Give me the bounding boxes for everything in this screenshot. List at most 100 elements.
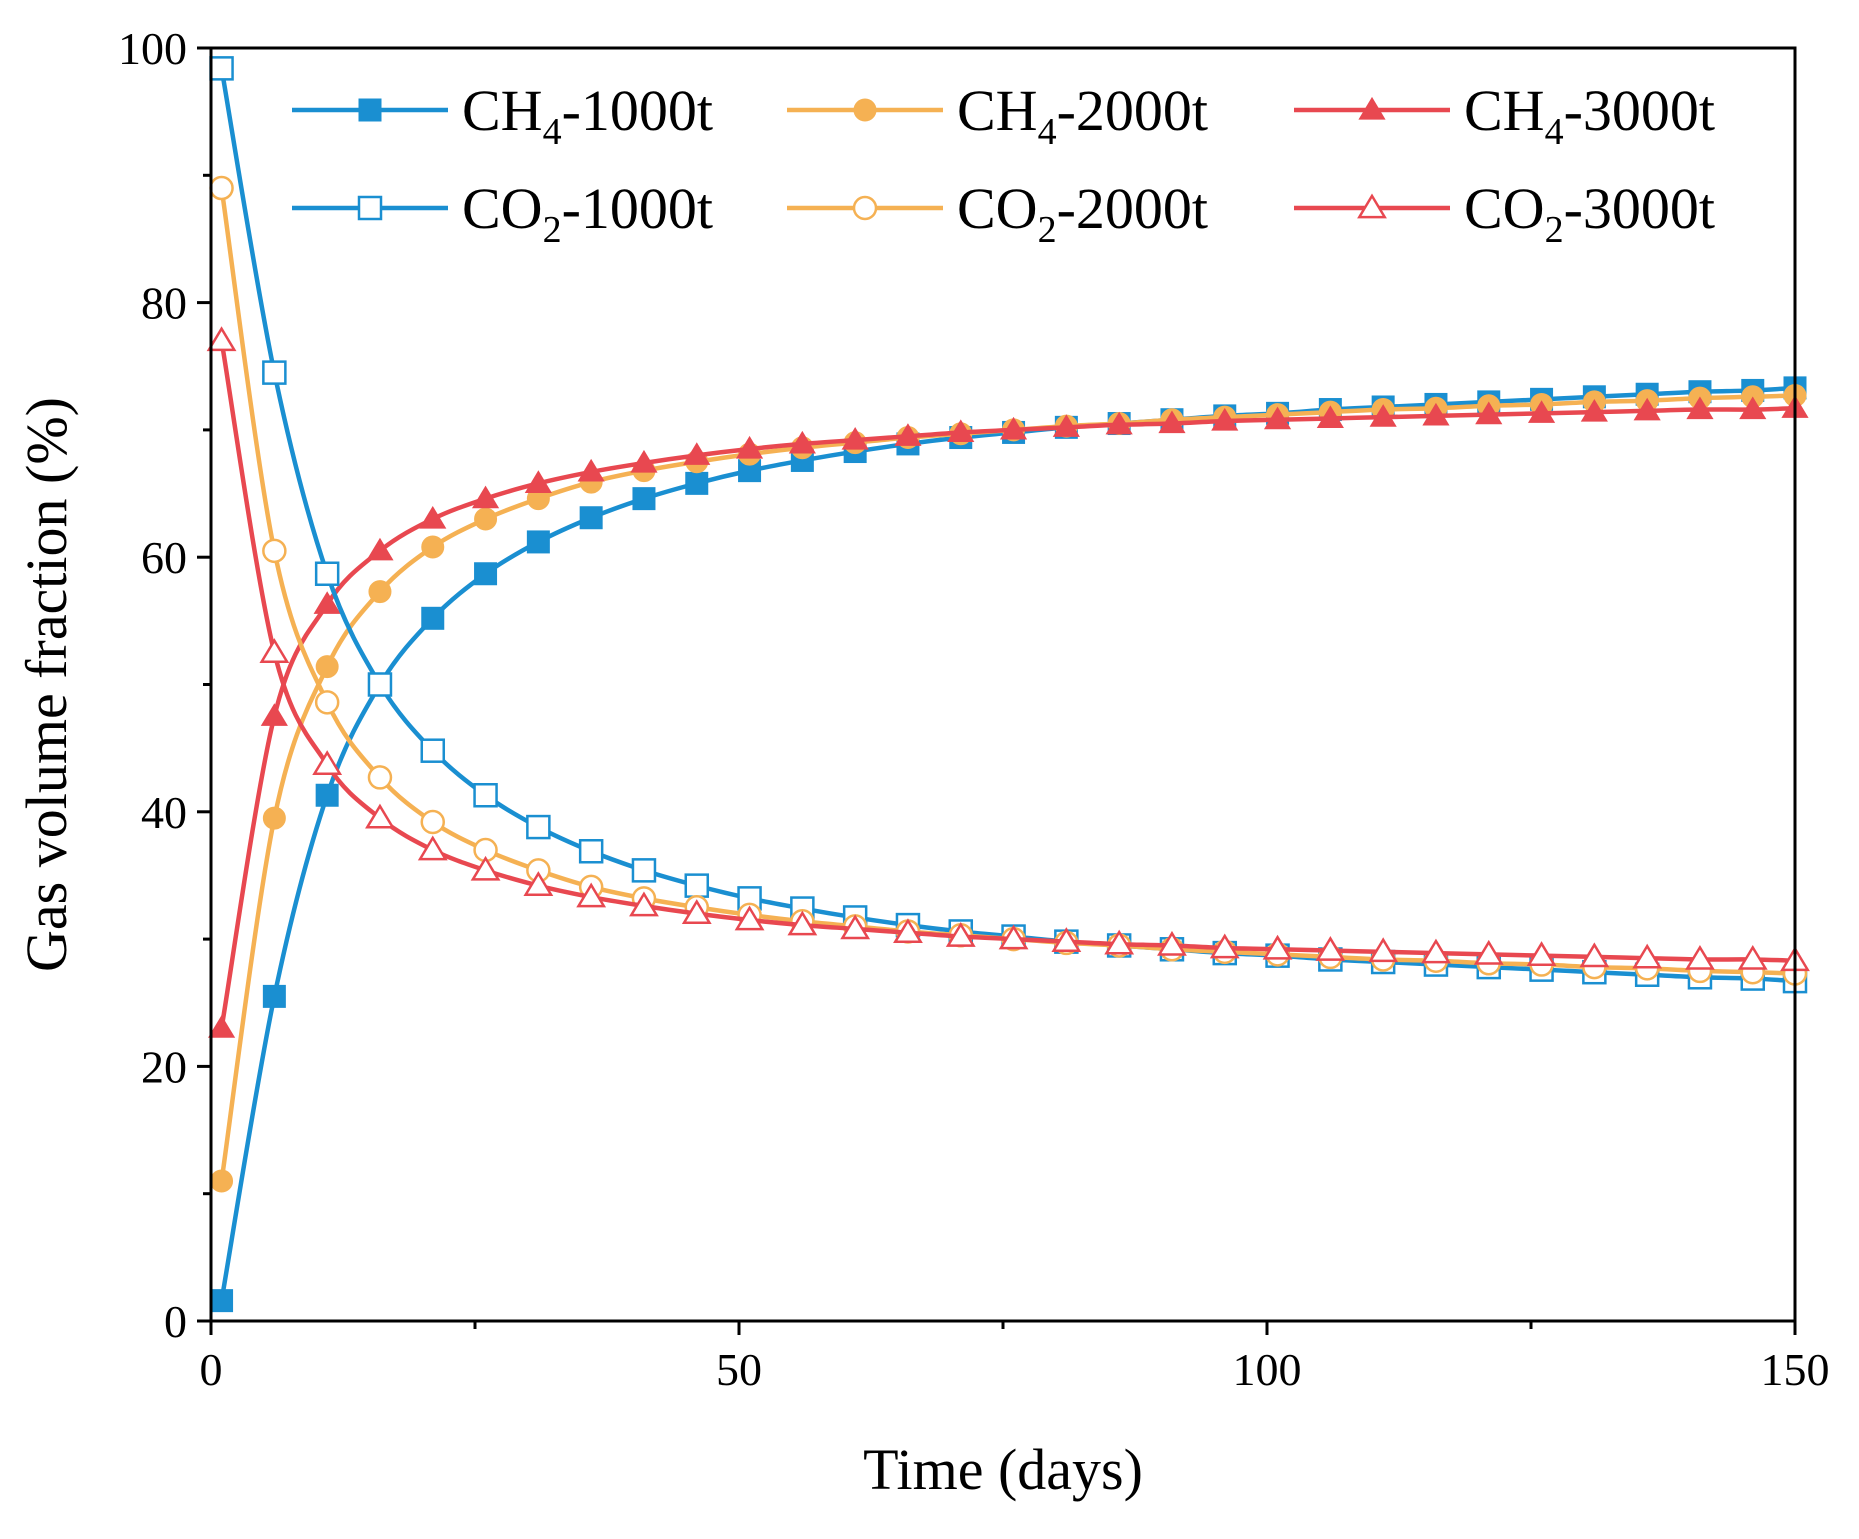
data-point [209, 175, 234, 201]
x-tick-label: 150 [1761, 1344, 1830, 1395]
legend-item: CH4-2000t [787, 78, 1208, 153]
data-point [312, 750, 343, 776]
legend-marker [358, 98, 382, 122]
data-point [473, 783, 498, 808]
data-point [1316, 405, 1344, 429]
data-point [367, 672, 393, 697]
legend-marker [852, 195, 878, 221]
y-tick-label: 100 [118, 23, 187, 74]
data-point [1105, 411, 1133, 435]
x-tick-label: 100 [1233, 1344, 1302, 1395]
data-point [1262, 934, 1293, 960]
data-point [894, 423, 922, 446]
data-point [1422, 402, 1450, 426]
plot-series [206, 56, 1810, 1313]
data-point [526, 814, 551, 840]
axes: 0 50 100 150 0 20 40 60 80 100 [118, 23, 1830, 1395]
data-point [210, 1169, 234, 1193]
data-point [210, 1289, 234, 1313]
data-point [259, 638, 290, 663]
data-point [262, 360, 287, 385]
data-point [1686, 396, 1714, 420]
data-point [1633, 397, 1661, 421]
data-point [576, 882, 607, 908]
data-point [420, 738, 446, 763]
data-point [1632, 943, 1663, 969]
y-tick-label: 20 [141, 1041, 187, 1092]
data-point [999, 416, 1028, 440]
data-point [1263, 406, 1292, 430]
legend-marker [853, 98, 877, 122]
data-point [1211, 407, 1239, 431]
data-point [1473, 939, 1504, 965]
x-tick-label: 0 [200, 1344, 223, 1395]
data-point [523, 871, 554, 896]
data-point [368, 580, 392, 604]
data-point [577, 458, 605, 482]
data-point [1737, 944, 1768, 970]
legend-label: CH4-2000t [957, 78, 1208, 153]
data-point [209, 56, 234, 81]
legend: CH4-1000t CH4-2000t CH4-3000t CO2-1000t CO2-… [292, 78, 1715, 251]
data-point [1104, 929, 1135, 955]
data-point [1051, 927, 1082, 952]
data-point [1739, 396, 1767, 420]
data-point [684, 873, 710, 898]
y-tick-label: 0 [164, 1296, 187, 1347]
legend-item: CH4-3000t [1294, 78, 1715, 153]
data-point [314, 561, 340, 586]
data-point [1580, 399, 1608, 422]
data-point [1685, 944, 1715, 970]
data-point [787, 910, 818, 936]
data-point [1475, 401, 1503, 425]
data-point [1158, 410, 1186, 434]
data-point [1315, 936, 1346, 961]
data-point [1421, 938, 1451, 964]
legend-item: CO2-3000t [1294, 176, 1715, 251]
data-point [631, 858, 657, 883]
data-point [524, 470, 552, 493]
x-axis-title: Time (days) [863, 1437, 1143, 1502]
legend-label: CH4-3000t [1464, 78, 1715, 153]
data-point [366, 537, 394, 561]
data-point [206, 326, 237, 352]
data-point [262, 806, 286, 830]
data-point [419, 505, 447, 529]
y-tick-label: 40 [141, 787, 187, 838]
data-point [1368, 937, 1399, 963]
data-point [315, 783, 339, 807]
data-point [840, 914, 871, 940]
data-point [315, 655, 339, 679]
legend-item: CO2-1000t [292, 176, 713, 251]
legend-marker [1357, 193, 1387, 219]
data-point [471, 485, 500, 509]
legend-marker [1358, 96, 1386, 120]
legend-label: CO2-1000t [462, 176, 713, 251]
legend-item: CO2-2000t [787, 176, 1208, 251]
data-point [526, 530, 550, 554]
data-point [998, 924, 1029, 950]
data-point [474, 507, 498, 531]
x-tick-label: 50 [716, 1344, 762, 1395]
data-point [630, 449, 658, 473]
data-point [734, 905, 765, 931]
legend-marker [357, 195, 383, 221]
data-point [893, 918, 923, 944]
data-point [474, 562, 498, 586]
data-point [1579, 942, 1610, 968]
y-tick-label: 60 [141, 532, 187, 583]
series-line [219, 385, 1796, 1302]
series-line [219, 393, 1796, 1182]
data-point [420, 809, 446, 835]
data-point [313, 591, 341, 614]
legend-item: CH4-1000t [292, 78, 713, 153]
data-point [367, 765, 393, 790]
legend-label: CO2-2000t [957, 176, 1208, 251]
data-point [629, 891, 659, 917]
data-point [579, 506, 603, 530]
series-ch4-1000t [210, 376, 1807, 1313]
y-tick-label: 80 [141, 278, 187, 329]
data-point [421, 535, 445, 559]
data-point [260, 703, 288, 726]
